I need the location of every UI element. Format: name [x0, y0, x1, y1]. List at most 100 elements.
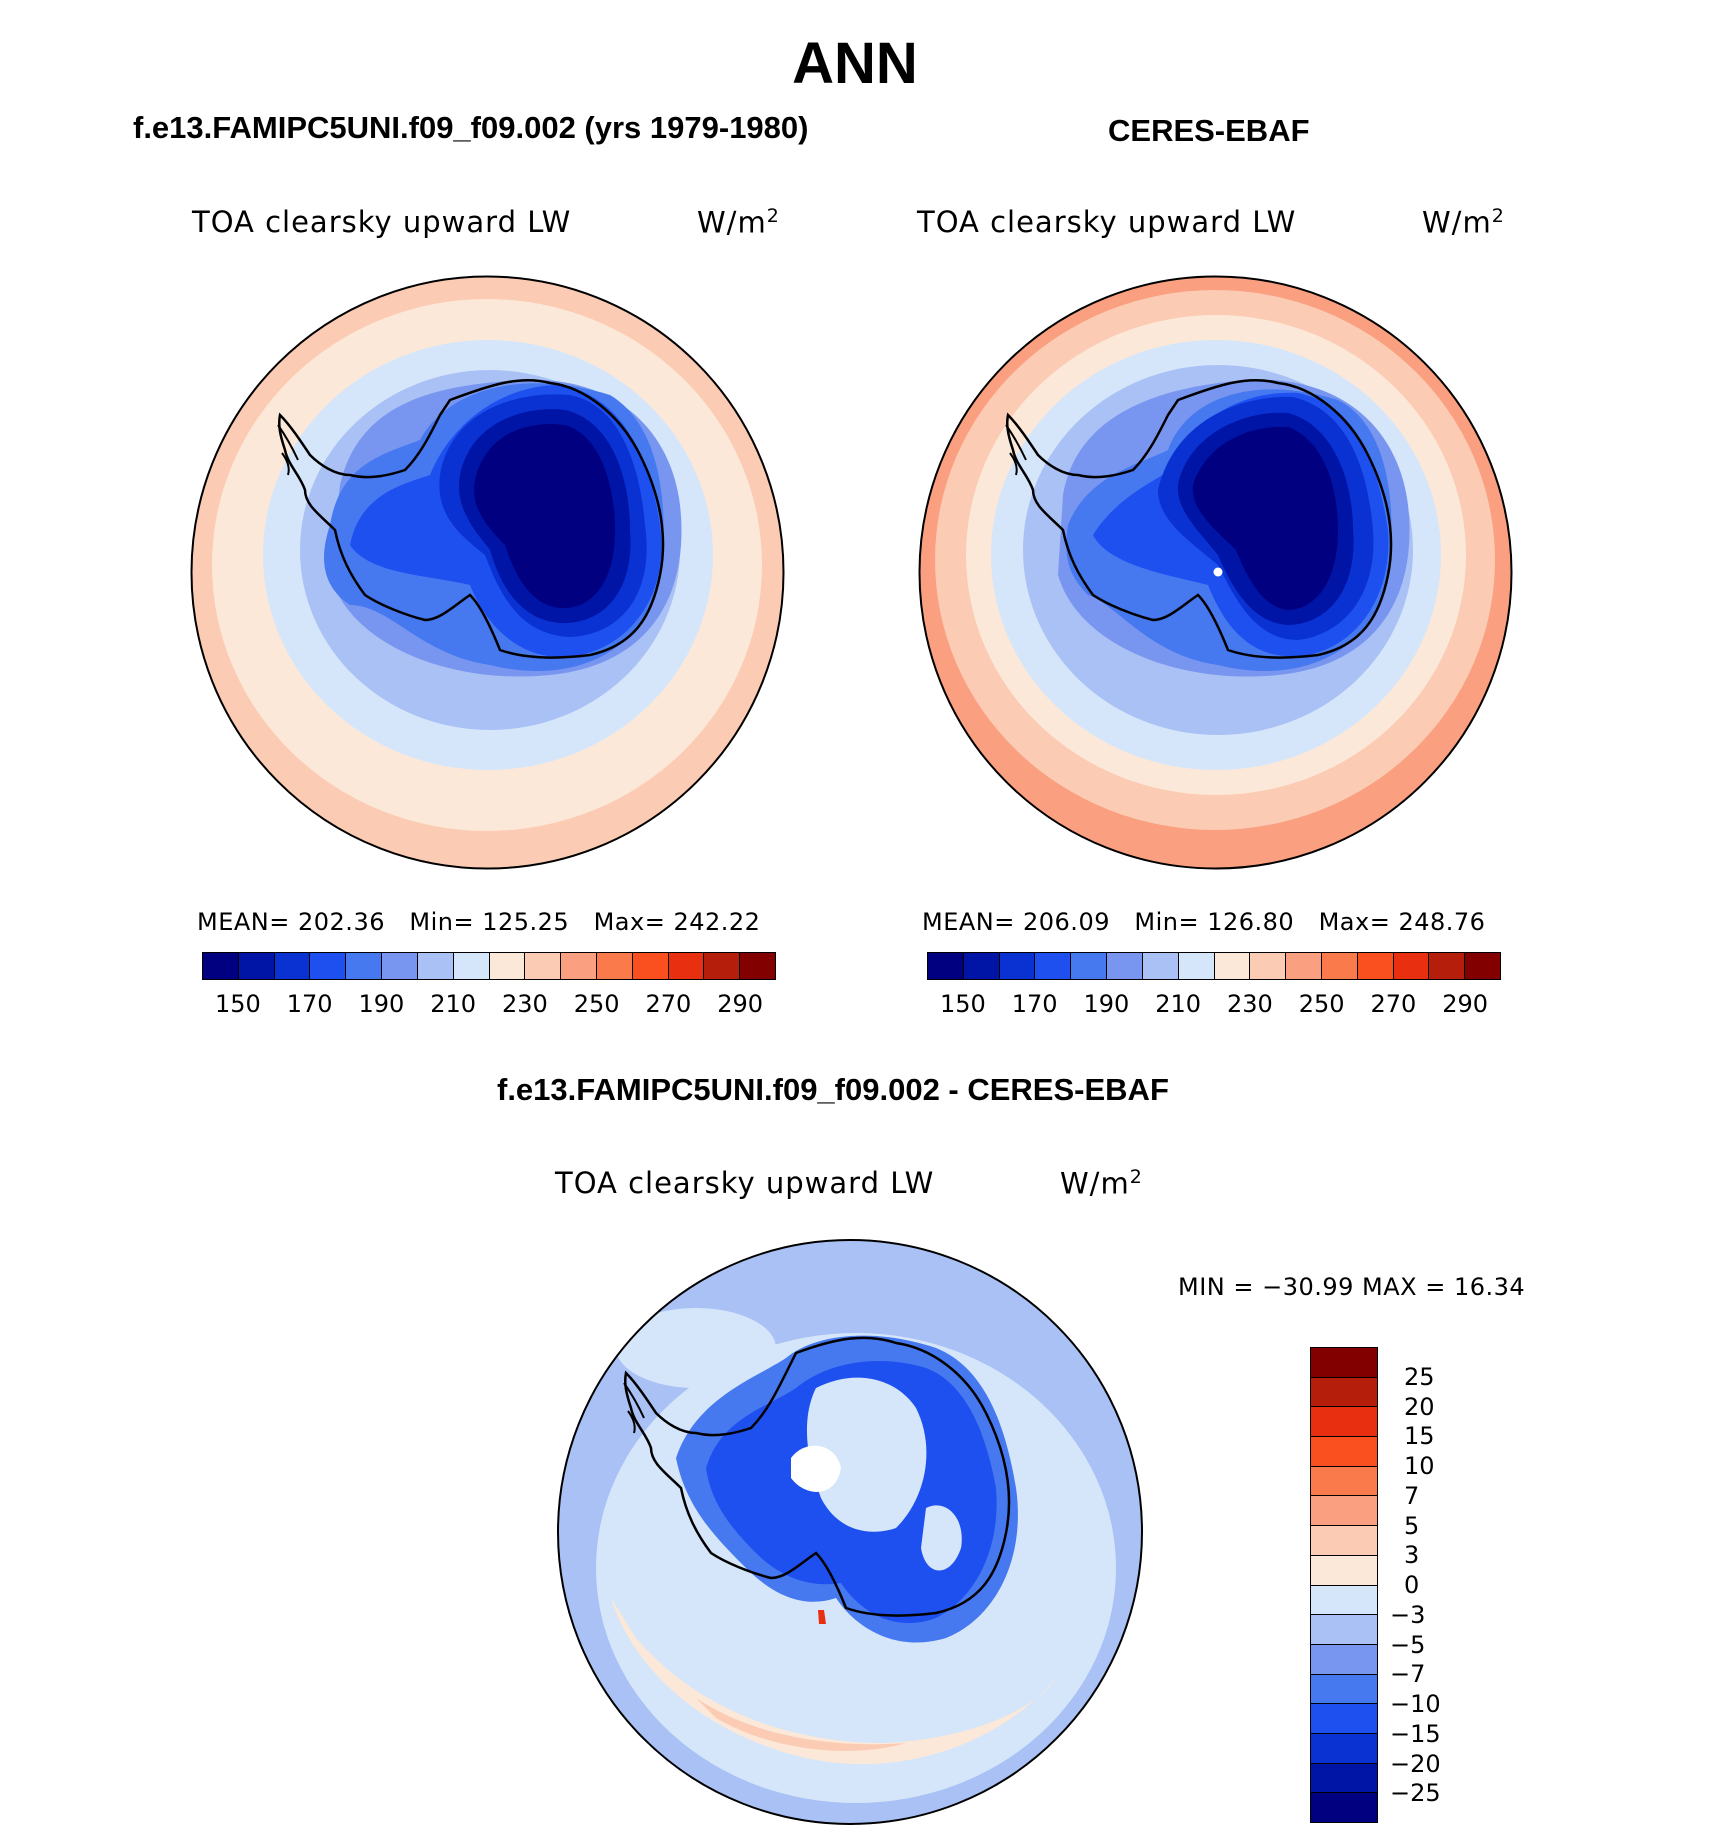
map-band-minus3-north — [616, 1308, 776, 1388]
colorbar-tick-label: 3 — [1404, 1541, 1420, 1570]
colorbar-tick-label: 290 — [1442, 990, 1489, 1018]
peninsula-coastline — [1005, 424, 1027, 476]
colorbar-tick-label: 250 — [1298, 990, 1345, 1018]
colorbar-swatch — [1311, 1437, 1377, 1467]
diff-panel-polar-map — [557, 1239, 1143, 1825]
colorbar-tick-label: 170 — [286, 990, 333, 1018]
colorbar-swatch — [238, 953, 275, 979]
colorbar-tick-label: 230 — [501, 990, 548, 1018]
panel-model-variable: TOA clearsky upward LW — [192, 205, 572, 239]
colorbar-swatch — [453, 953, 490, 979]
colorbar-swatch — [1311, 1763, 1377, 1794]
colorbar-swatch — [1311, 1555, 1377, 1586]
colorbar-tick-label: −7 — [1390, 1660, 1426, 1689]
colorbar-swatch — [525, 953, 562, 979]
colorbar-swatch — [632, 953, 669, 979]
colorbar-tick-label: 270 — [1370, 990, 1417, 1018]
diff-panel-stats: MIN = −30.99 MAX = 16.34 — [1178, 1273, 1526, 1301]
diff-panel-title: f.e13.FAMIPC5UNI.f09_f09.002 - CERES-EBA… — [497, 1072, 1169, 1107]
map-band-pole — [791, 1445, 841, 1492]
colorbar-swatch — [1311, 1793, 1377, 1822]
colorbar-tick-label: 210 — [430, 990, 477, 1018]
colorbar-tick-label: 150 — [939, 990, 986, 1018]
colorbar-swatch — [1311, 1526, 1377, 1556]
colorbar-swatch — [1311, 1644, 1377, 1675]
colorbar-swatch — [1311, 1407, 1377, 1438]
colorbar-tick-label: 15 — [1404, 1422, 1435, 1451]
colorbar-tick-label: 0 — [1404, 1571, 1420, 1599]
panel-obs-variable: TOA clearsky upward LW — [917, 205, 1297, 239]
colorbar-swatch — [1429, 953, 1466, 979]
colorbar-tick-label: −5 — [1390, 1630, 1426, 1659]
colorbar-tick-label: −3 — [1390, 1600, 1426, 1629]
colorbar-tick-label: 230 — [1226, 990, 1273, 1018]
colorbar-swatch — [1311, 1466, 1377, 1497]
colorbar-swatch — [1286, 953, 1322, 979]
colorbar-tick-label: 190 — [1083, 990, 1130, 1018]
colorbar-swatch — [1142, 953, 1179, 979]
colorbar-swatch — [1311, 1496, 1377, 1527]
colorbar-swatch — [346, 953, 383, 979]
colorbar-swatch — [489, 953, 526, 979]
panel-obs-units: W/m2 — [1422, 205, 1505, 240]
colorbar-swatch — [561, 953, 597, 979]
colorbar-swatch — [1178, 953, 1215, 979]
panel-model-colorbar-ticks: 150 170 190 210 230 250 270 290 — [202, 990, 776, 1020]
colorbar-tick-label: 290 — [717, 990, 764, 1018]
colorbar-swatch — [668, 953, 705, 979]
map-band-150 — [1192, 426, 1338, 610]
diff-panel-colorbar-ticks: 25 20 15 10 7 5 3 0 −3 −5 −7 −10 −15 −20 −25 — [1390, 1347, 1470, 1823]
map-band-150 — [474, 424, 615, 609]
colorbar-swatch — [1071, 953, 1108, 979]
colorbar-swatch — [1311, 1377, 1377, 1408]
panel-obs-title: CERES-EBAF — [1108, 113, 1310, 148]
pole-marker — [1213, 567, 1223, 577]
colorbar-swatch — [1321, 953, 1358, 979]
colorbar-swatch — [274, 953, 311, 979]
map-band-positive-3 — [611, 1598, 1056, 1765]
colorbar-swatch — [740, 953, 775, 979]
colorbar-tick-label: 25 — [1404, 1362, 1435, 1391]
colorbar-tick-label: 150 — [214, 990, 261, 1018]
map-band-interior-minus3 — [806, 1377, 927, 1532]
map-boundary — [557, 1239, 1143, 1825]
panel-model-title: f.e13.FAMIPC5UNI.f09_f09.002 (yrs 1979-1… — [133, 110, 809, 145]
peninsula-coastline — [623, 1382, 645, 1434]
colorbar-tick-label: 170 — [1011, 990, 1058, 1018]
panel-obs-colorbar-ticks: 150 170 190 210 230 250 270 290 — [927, 990, 1501, 1020]
colorbar-swatch — [1250, 953, 1287, 979]
colorbar-tick-label: 10 — [1404, 1452, 1435, 1480]
colorbar-tick-label: 20 — [1404, 1392, 1435, 1421]
colorbar-tick-label: −10 — [1390, 1690, 1441, 1718]
colorbar-tick-label: −20 — [1390, 1749, 1441, 1778]
colorbar-swatch — [1311, 1585, 1377, 1616]
colorbar-swatch — [704, 953, 741, 979]
diff-panel-colorbar — [1310, 1347, 1378, 1823]
colorbar-tick-label: −15 — [1390, 1719, 1441, 1748]
diff-panel-units: W/m2 — [1060, 1166, 1143, 1201]
figure-title: ANN — [792, 31, 918, 96]
colorbar-swatch — [1214, 953, 1251, 979]
colorbar-tick-label: 270 — [645, 990, 692, 1018]
panel-obs-stats: MEAN= 206.09 Min= 126.80 Max= 248.76 — [922, 908, 1486, 936]
colorbar-tick-label: 210 — [1155, 990, 1202, 1018]
peninsula-coastline — [277, 424, 299, 476]
panel-obs-polar-map — [918, 275, 1513, 870]
antarctica-coastline — [623, 1336, 1011, 1617]
colorbar-swatch — [999, 953, 1036, 979]
colorbar-swatch — [1311, 1348, 1377, 1378]
diff-panel-variable: TOA clearsky upward LW — [555, 1166, 935, 1200]
colorbar-swatch — [1465, 953, 1500, 979]
panel-model-stats: MEAN= 202.36 Min= 125.25 Max= 242.22 — [197, 908, 761, 936]
antarctica-coastline — [277, 378, 665, 659]
map-boundary — [190, 275, 785, 870]
panel-model-colorbar — [202, 952, 776, 980]
map-band-interior-minus3-east — [921, 1505, 962, 1571]
colorbar-tick-label: 5 — [1404, 1511, 1420, 1540]
colorbar-swatch — [1107, 953, 1143, 979]
colorbar-swatch — [203, 953, 239, 979]
panel-model-polar-map — [190, 275, 785, 870]
panel-model-units: W/m2 — [697, 205, 780, 240]
colorbar-swatch — [963, 953, 1000, 979]
colorbar-swatch — [382, 953, 418, 979]
